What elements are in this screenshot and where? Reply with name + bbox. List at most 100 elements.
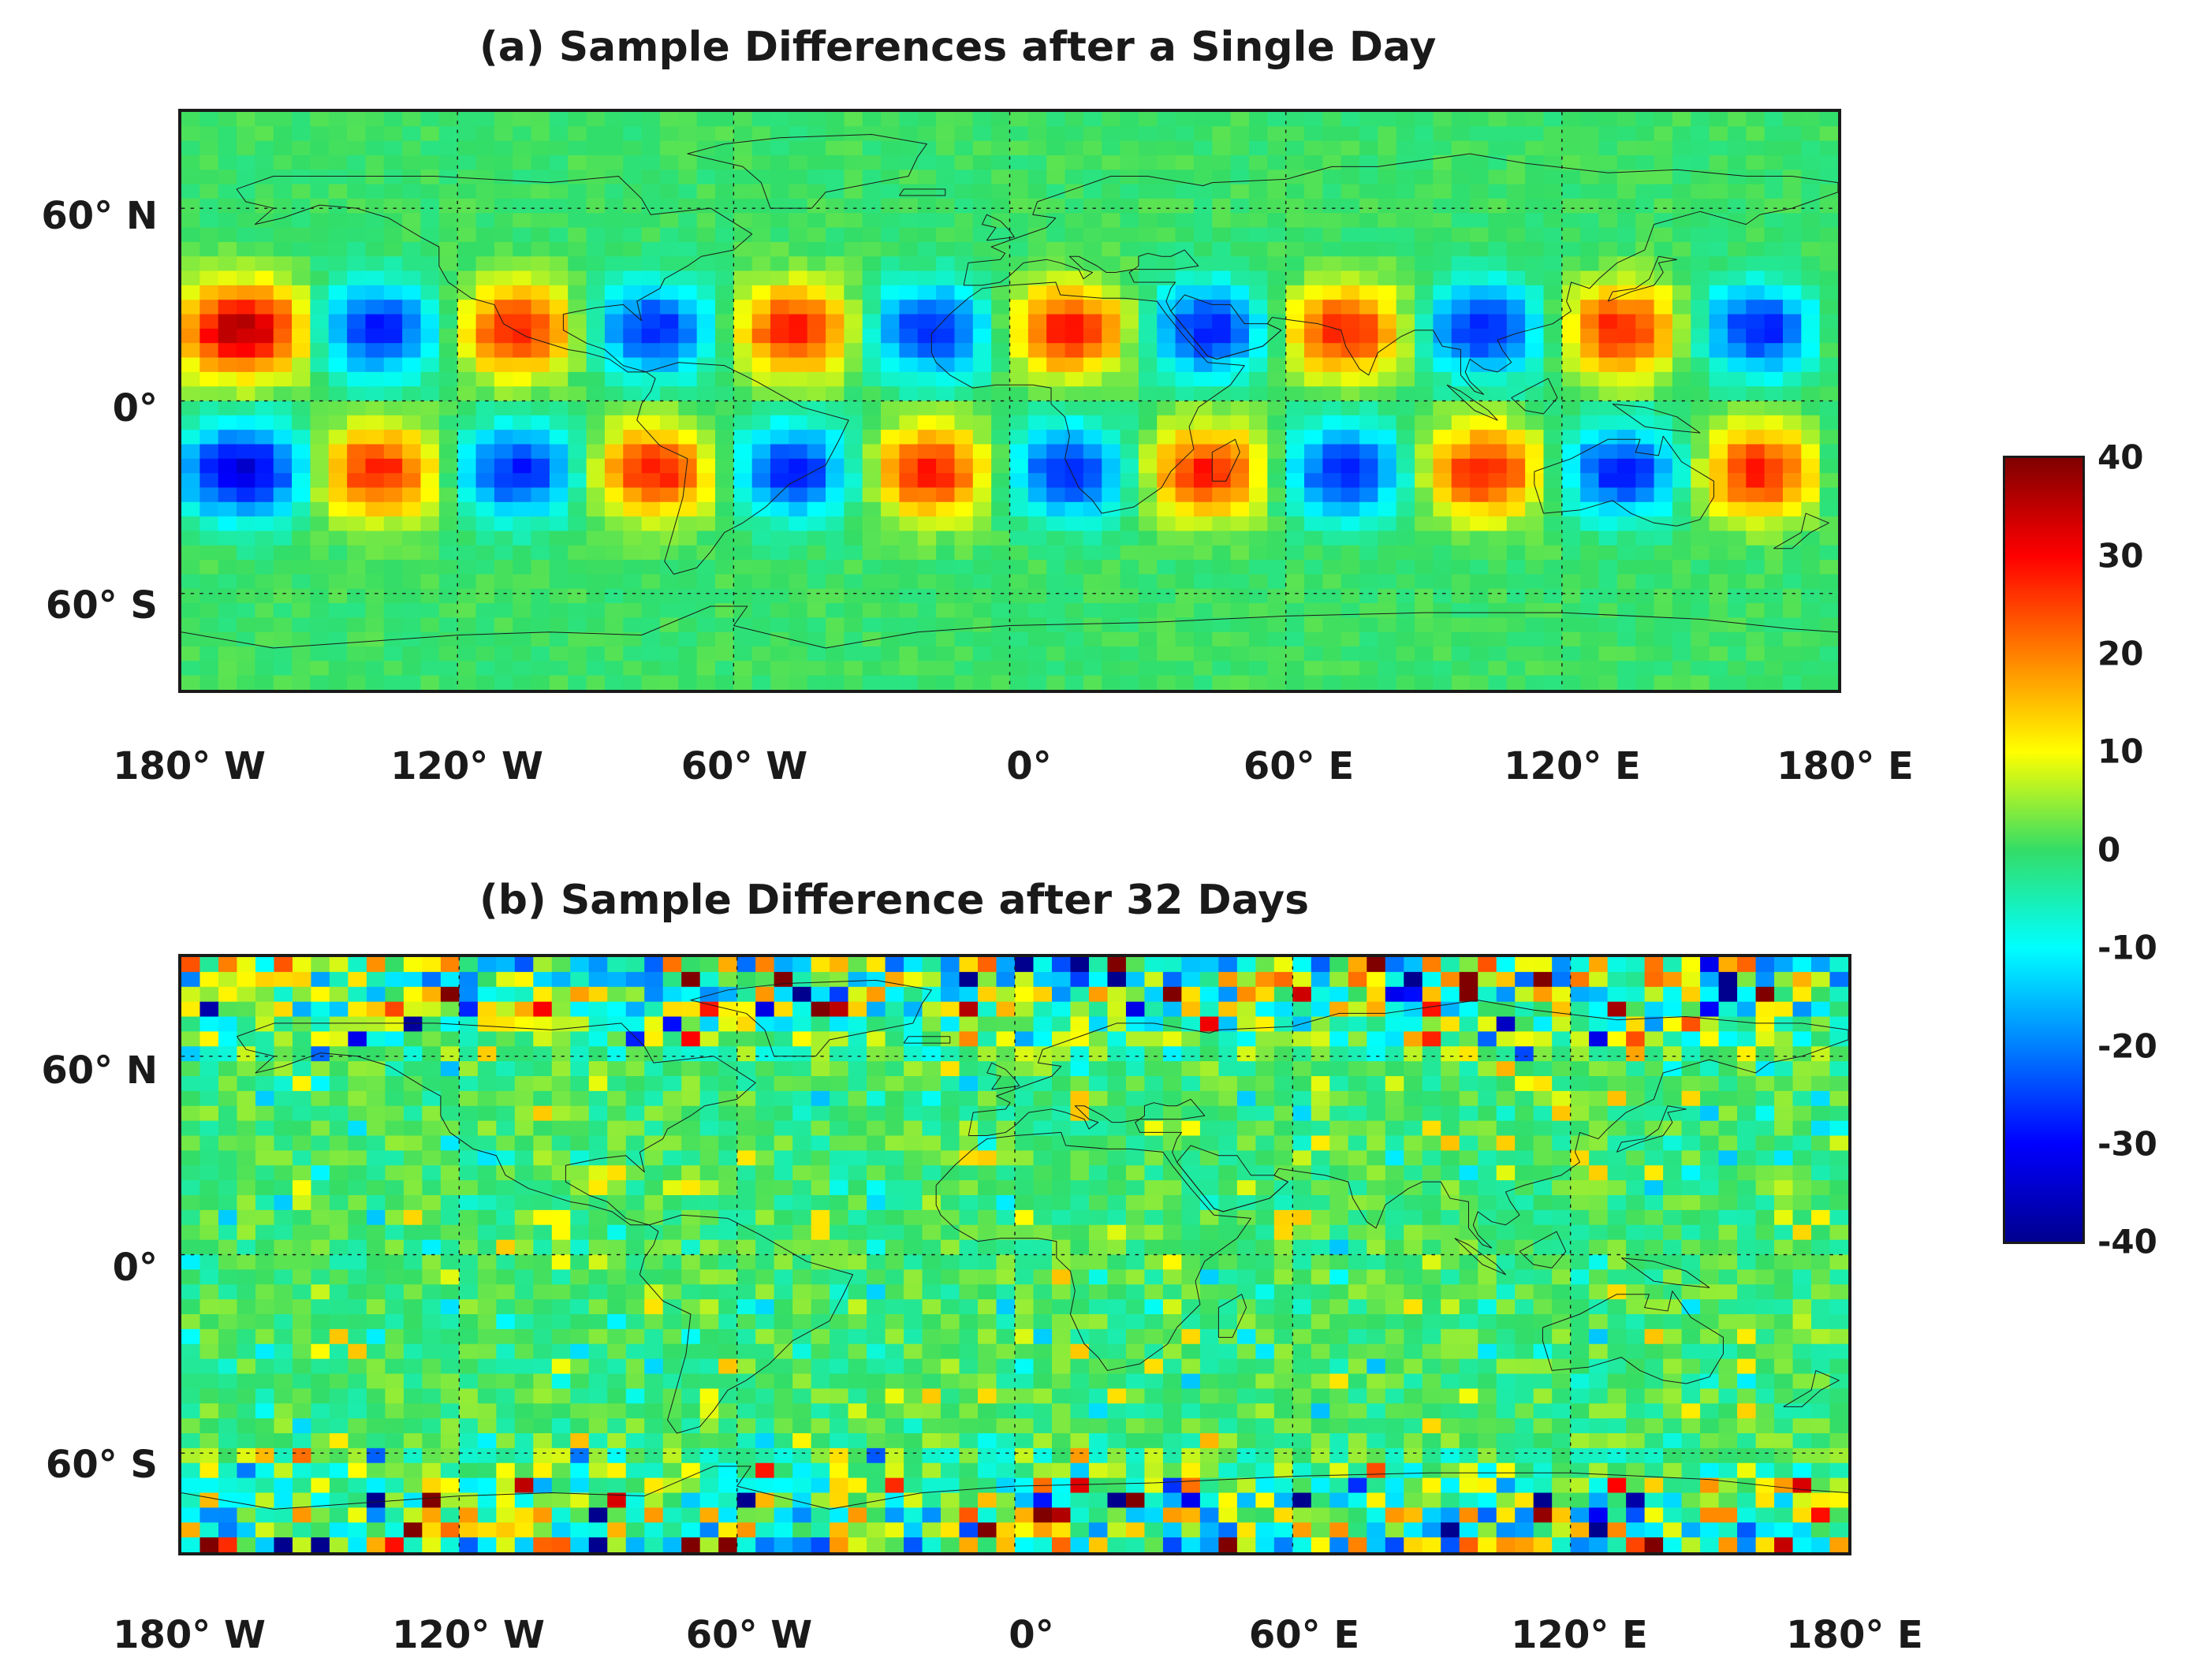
panel-a-cell (438, 661, 459, 676)
panel-a-cell (1027, 328, 1048, 345)
panel-a-cell (568, 314, 587, 330)
panel-a-cell (494, 112, 514, 128)
panel-a-cell (1433, 256, 1452, 272)
panel-a-cell (347, 458, 367, 474)
panel-a-cell (255, 661, 274, 676)
panel-b-cell (1718, 1076, 1738, 1092)
panel-b-cell (922, 1031, 941, 1048)
panel-a-cell (1396, 400, 1415, 416)
panel-a-cell (881, 300, 900, 315)
panel-a-cell (1746, 560, 1766, 576)
panel-b-cell (1236, 957, 1257, 973)
panel-b-cell (570, 1031, 590, 1048)
panel-b-cell (1199, 1076, 1220, 1092)
panel-a-cell (1359, 155, 1379, 171)
panel-b-cell (1125, 986, 1146, 1003)
panel-b-cell (1107, 1090, 1127, 1107)
panel-a-cell (1322, 675, 1342, 690)
panel-a-cell (1120, 661, 1139, 676)
panel-a-cell (1248, 328, 1269, 345)
panel-a-cell (917, 169, 937, 185)
panel-a-cell (549, 155, 569, 171)
panel-b-cell (1478, 1150, 1497, 1167)
panel-a-cell (1580, 270, 1600, 286)
panel-a-cell (1801, 531, 1821, 546)
panel-b-cell (1422, 1061, 1442, 1077)
panel-a-cell (1782, 501, 1803, 517)
panel-a-cell (696, 444, 716, 460)
panel-a-cell (1691, 646, 1710, 662)
panel-a-cell (789, 241, 808, 258)
panel-a-cell (1138, 314, 1158, 330)
panel-a-cell (1267, 631, 1287, 647)
panel-a-cell (586, 473, 606, 489)
panel-b-cell (1088, 986, 1109, 1003)
panel-a-cell (1727, 270, 1747, 286)
panel-a-cell (1157, 169, 1176, 185)
panel-a-cell (1470, 545, 1490, 561)
panel-a-cell (714, 675, 735, 690)
panel-a-cell (420, 241, 440, 258)
panel-b-cell (1070, 1165, 1090, 1181)
panel-a-cell (623, 545, 643, 561)
panel-a-cell (531, 169, 550, 185)
panel-a-cell (1819, 560, 1838, 576)
panel-a-cell (1488, 227, 1508, 243)
panel-a-cell (1304, 617, 1324, 633)
panel-a-cell (1230, 661, 1250, 676)
panel-a-cell (1782, 661, 1803, 676)
panel-a-cell (899, 501, 919, 517)
panel-b-cell (1607, 1135, 1628, 1152)
panel-a-cell (1138, 430, 1158, 445)
panel-a-cell (475, 675, 495, 690)
panel-a-cell (1285, 603, 1305, 619)
panel-a-cell (844, 675, 863, 690)
panel-a-cell (1304, 415, 1324, 430)
panel-b-cell (792, 1105, 812, 1122)
panel-b-cell (644, 1046, 664, 1062)
panel-b-cell (366, 1105, 386, 1122)
panel-a-cell (310, 256, 330, 272)
panel-a-cell (568, 328, 587, 345)
panel-b-cell (1515, 1135, 1534, 1152)
panel-a-cell (862, 213, 882, 229)
panel-a-cell (1635, 444, 1655, 460)
panel-a-cell (770, 126, 790, 142)
panel-b-cell (1829, 1061, 1848, 1077)
panel-a-cell (1727, 184, 1747, 199)
panel-b-cell (329, 971, 349, 988)
panel-a-cell (623, 603, 643, 619)
panel-b-cell (1626, 1016, 1646, 1033)
panel-a-cell (1543, 256, 1563, 272)
panel-a-cell (714, 270, 735, 286)
panel-a-cell (844, 213, 863, 229)
panel-a-cell (549, 112, 569, 128)
panel-a-cell (1506, 285, 1527, 301)
panel-a-cell (936, 343, 956, 359)
panel-b-cell (699, 1001, 720, 1018)
panel-a-cell (365, 371, 385, 388)
panel-a-cell (1451, 574, 1471, 590)
panel-b-cell (830, 1031, 849, 1048)
panel-a-cell (1193, 545, 1214, 561)
panel-a-cell (1138, 184, 1158, 199)
panel-a-cell (844, 357, 863, 373)
panel-a-cell (991, 516, 1011, 532)
panel-b-cell (1755, 1090, 1775, 1107)
panel-a-cell (1120, 112, 1139, 128)
panel-a-cell (826, 617, 845, 633)
panel-a-cell (1175, 328, 1195, 345)
panel-a-cell (1359, 213, 1379, 229)
panel-a-cell (1598, 574, 1618, 590)
panel-b-cell (1088, 1031, 1109, 1048)
panel-a-cell (954, 343, 974, 359)
panel-a-cell (844, 545, 863, 561)
panel-a-cell (513, 213, 532, 229)
panel-a-cell (1065, 140, 1084, 156)
panel-a-cell (1157, 501, 1176, 517)
panel-b-cell (1162, 957, 1183, 973)
panel-b-cell (496, 1046, 516, 1062)
panel-a-cell (1415, 357, 1434, 373)
panel-a-cell (1525, 430, 1545, 445)
panel-b-cell (1033, 1031, 1053, 1048)
